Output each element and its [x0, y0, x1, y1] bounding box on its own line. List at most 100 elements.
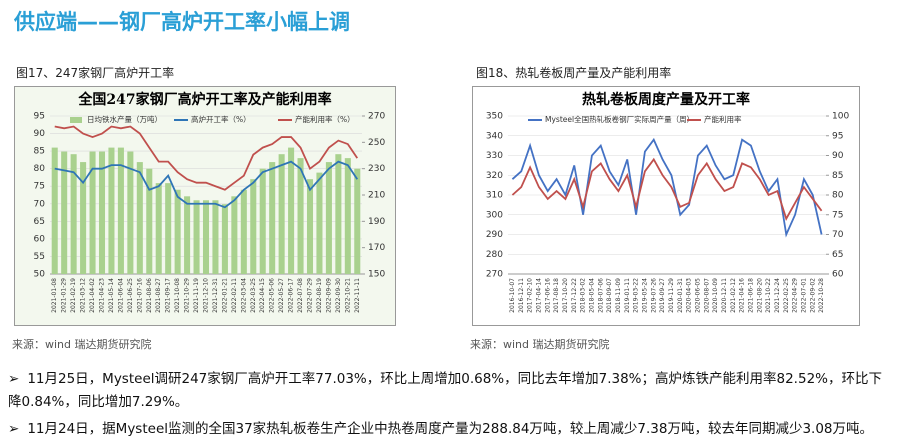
y-tick-label: 350: [486, 112, 503, 122]
y-tick-label: 80: [34, 164, 46, 174]
line: [54, 125, 359, 191]
y-tick-label: 75: [34, 182, 45, 192]
bullet: ➢ 11月25日，Mysteel调研247家钢厂高炉开工率77.03%，环比上周增…: [8, 371, 882, 410]
bar: [70, 154, 77, 274]
x-tick-label: 2019-01-11: [624, 278, 631, 313]
x-tick-label: 2017-12-22: [571, 278, 578, 313]
x-tick-label: 2022-07-01: [800, 278, 807, 313]
bar: [306, 179, 314, 274]
bar: [278, 154, 285, 274]
y-tick-label: 280: [486, 250, 503, 260]
y-tick-label: 330: [486, 151, 503, 161]
bullet-text: 11月25日，Mysteel调研247家钢厂高炉开工率77.03%，环比上周增加…: [8, 371, 882, 410]
x-tick-label: 2017-04-14: [535, 278, 542, 313]
bar: [193, 200, 200, 274]
legend-label: 产能利用率: [704, 114, 742, 124]
x-tick-label: 2021-09-17: [165, 278, 172, 313]
x-tick-label: 2021-01-08: [51, 278, 58, 313]
x-tick-label: 2022-01-21: [221, 278, 228, 313]
line: [511, 157, 823, 221]
x-tick-label: 2021-02-12: [730, 278, 737, 313]
x-tick-label: 2022-07-29: [307, 278, 314, 313]
bar: [136, 162, 143, 274]
x-tick-label: 2021-08-06: [146, 278, 153, 313]
bar: [221, 204, 228, 274]
y-tick-label: 50: [34, 270, 46, 280]
x-tick-label: 2017-10-20: [562, 278, 569, 313]
caption: 图17、247家钢厂高炉开工率: [16, 66, 175, 80]
x-tick-label: 2022-08-19: [316, 278, 323, 313]
x-tick-label: 2018-03-02: [580, 278, 587, 313]
x-tick-label: 2018-07-06: [597, 278, 604, 313]
chart-title: 全国247家钢厂高炉开工率及产能利用率: [77, 91, 331, 108]
x-tick-label: 2022-03-25: [250, 278, 257, 313]
y-tick-label: 310: [486, 191, 503, 201]
x-tick-label: 2019-09-27: [659, 278, 666, 313]
x-tick-label: 2020-01-31: [677, 278, 684, 313]
y2-tick-label: 190: [368, 217, 385, 227]
x-tick-label: 2022-09-09: [325, 278, 332, 313]
y2-tick-label: 85: [832, 171, 843, 181]
x-tick-label: 2021-10-08: [174, 278, 181, 313]
legend-label: 日均铁水产量（万吨）: [87, 114, 162, 124]
x-tick-label: 2021-08-27: [155, 278, 162, 313]
x-tick-label: 2018-05-04: [588, 278, 595, 313]
x-tick-label: 2021-02-19: [70, 278, 77, 313]
x-tick-label: 2017-02-10: [527, 278, 534, 313]
x-tick-label: 2021-04-23: [99, 278, 106, 313]
y2-tick-label: 230: [368, 164, 385, 174]
y-tick-label: 60: [34, 234, 46, 244]
x-tick-label: 2021-08-20: [756, 278, 763, 313]
x-tick-label: 2022-11-11: [354, 278, 361, 313]
bar: [184, 196, 191, 274]
y2-tick-label: 60: [832, 270, 844, 280]
x-tick-label: 2019-11-29: [668, 278, 675, 313]
chart-title: 热轧卷板周度产量及开工率: [582, 91, 750, 108]
x-tick-label: 2022-10-28: [818, 278, 825, 313]
x-tick-label: 2022-06-17: [288, 278, 295, 313]
bar: [51, 147, 58, 274]
y-tick-label: 320: [486, 171, 503, 181]
bar: [316, 172, 323, 274]
bar: [297, 158, 304, 274]
bar: [212, 200, 219, 274]
x-tick-label: 2021-04-16: [739, 278, 746, 313]
source: 来源：wind 瑞达期货研究院: [12, 338, 152, 351]
bar: [98, 151, 106, 274]
source: 来源：wind 瑞达期货研究院: [470, 338, 610, 351]
y2-tick-label: 150: [368, 270, 385, 280]
bar: [165, 183, 172, 274]
x-tick-label: 2021-03-12: [80, 278, 87, 313]
chart: 全国247家钢厂高炉开工率及产能利用率 50 55 60 65 70 75 80 85 90 95 1…: [14, 86, 396, 326]
x-tick-label: 2022-05-06: [269, 278, 276, 313]
x-tick-label: 2018-09-07: [606, 278, 613, 313]
line: [54, 160, 359, 209]
bar: [202, 200, 210, 274]
x-tick-label: 2021-06-25: [127, 278, 134, 313]
x-tick-label: 2022-07-08: [297, 278, 304, 313]
x-tick-label: 2021-04-02: [89, 278, 96, 313]
y-tick-label: 65: [34, 217, 45, 227]
y2-tick-label: 270: [368, 112, 385, 122]
y-tick-label: 70: [34, 199, 46, 209]
x-tick-label: 2022-09-02: [809, 278, 816, 313]
bar: [325, 162, 332, 274]
y2-tick-label: 80: [832, 191, 844, 201]
bar: [127, 151, 134, 274]
x-tick-label: 2016-12-11: [518, 278, 525, 313]
bar: [146, 168, 153, 274]
x-tick-label: 2020-08-07: [703, 278, 710, 313]
caption: 图18、热轧卷板周产量及产能利用率: [476, 66, 672, 80]
y2-tick-label: 100: [832, 112, 849, 122]
bar: [335, 154, 342, 274]
y-tick-label: 270: [486, 270, 503, 280]
x-tick-label: 2021-06-18: [747, 278, 754, 313]
bar: [240, 189, 247, 274]
bar: [117, 147, 124, 274]
legend-swatch: [70, 117, 82, 123]
y-tick-label: 95: [34, 112, 45, 122]
x-tick-label: 2020-12-11: [721, 278, 728, 313]
y2-tick-label: 210: [368, 191, 385, 201]
